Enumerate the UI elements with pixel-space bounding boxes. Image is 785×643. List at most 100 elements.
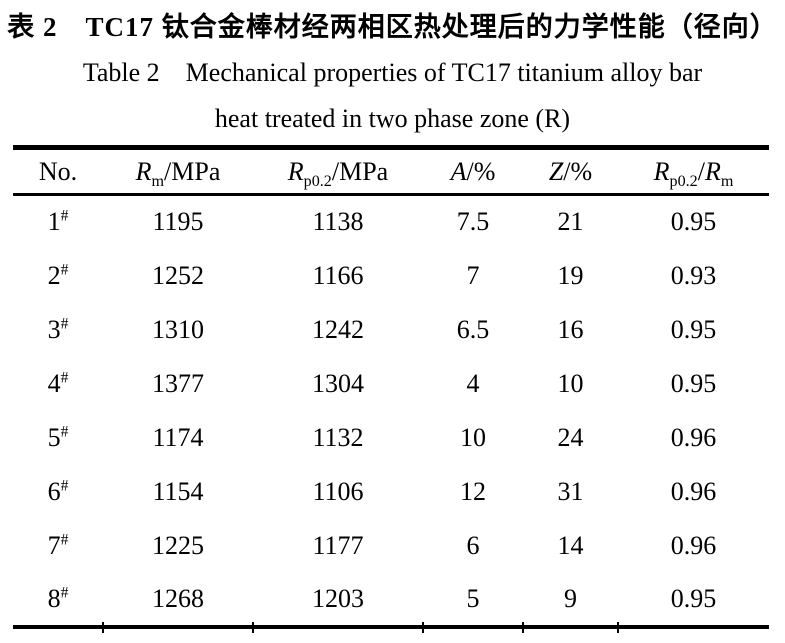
col-header-a: A/% (423, 148, 523, 195)
specimen-number: 7 (47, 530, 61, 560)
cell-no: 6# (13, 465, 103, 519)
table-caption-en-line2: heat treated in two phase zone (R) (214, 104, 571, 133)
col-header-no-label: No. (38, 156, 78, 186)
table-row: 3# 1310 1242 6.5 16 0.95 (13, 303, 769, 357)
cell-ratio: 0.93 (670, 260, 717, 290)
cell-rm: 1252 (152, 260, 204, 290)
cell-no: 5# (13, 411, 103, 465)
unit-mpa: /MPa (164, 156, 221, 186)
specimen-number: 8 (47, 583, 61, 613)
cell-ratio: 0.95 (670, 368, 717, 398)
symbol-z: Z (548, 156, 564, 186)
subscript-m: m (720, 172, 734, 190)
unit-mpa: /MPa (331, 156, 389, 186)
table-row: 5# 1174 1132 10 24 0.96 (13, 411, 769, 465)
table-row: 7# 1225 1177 6 14 0.96 (13, 519, 769, 573)
cell-ratio: 0.96 (670, 476, 717, 506)
hash-mark: # (60, 207, 69, 225)
cell-z: 14 (557, 530, 584, 560)
cell-rp02: 1203 (312, 583, 364, 613)
cell-rp02: 1177 (312, 530, 364, 560)
specimen-number: 4 (47, 368, 61, 398)
table-caption-en-line1: Table 2 Mechanical properties of TC17 ti… (82, 58, 703, 87)
cell-a: 6.5 (456, 314, 490, 344)
cell-ratio: 0.96 (670, 530, 717, 560)
specimen-number: 5 (47, 422, 61, 452)
symbol-a: A (450, 156, 467, 186)
cell-no: 7# (13, 519, 103, 573)
cell-a: 7.5 (456, 207, 490, 237)
col-header-rp02: Rp0.2/MPa (253, 148, 423, 195)
cell-z: 19 (557, 260, 584, 290)
cell-z: 16 (557, 314, 584, 344)
symbol-r: R (704, 156, 721, 186)
cell-no: 2# (13, 249, 103, 303)
symbol-r: R (653, 156, 670, 186)
table-row: 1# 1195 1138 7.5 21 0.95 (13, 195, 769, 249)
bottom-rule-tick (252, 621, 254, 633)
cell-a: 7 (466, 260, 480, 290)
hash-mark: # (60, 260, 69, 278)
table-row: 2# 1252 1166 7 19 0.93 (13, 249, 769, 303)
subscript-p02: p0.2 (303, 172, 332, 190)
cell-z: 10 (557, 368, 584, 398)
hash-mark: # (60, 422, 69, 440)
cell-z: 9 (564, 583, 577, 613)
table-caption: 表 2 TC17 钛合金棒材经两相区热处理后的力学性能（径向） Table 2 … (0, 0, 785, 142)
cell-a: 4 (466, 368, 480, 398)
table-wrap: No. Rm/MPa Rp0.2/MPa A/% Z/% Rp0.2/Rm 1#… (13, 145, 769, 633)
cell-ratio: 0.95 (670, 314, 717, 344)
cell-z: 21 (557, 207, 584, 237)
cell-ratio: 0.95 (670, 207, 717, 237)
hash-mark: # (60, 476, 69, 494)
subscript-m: m (151, 172, 165, 190)
hash-mark: # (60, 583, 69, 601)
specimen-number: 6 (47, 476, 61, 506)
unit-percent: /% (466, 156, 496, 186)
cell-rm: 1174 (152, 422, 204, 452)
hash-mark: # (60, 530, 69, 548)
cell-rm: 1268 (152, 583, 204, 613)
table-row: 8# 1268 1203 5 9 0.95 (13, 573, 769, 627)
cell-a: 12 (460, 476, 486, 506)
bottom-rule-tick (102, 621, 104, 633)
cell-z: 31 (557, 476, 584, 506)
cell-no: 4# (13, 357, 103, 411)
cell-z: 24 (557, 422, 584, 452)
specimen-number: 2 (47, 260, 61, 290)
cell-rp02: 1242 (312, 314, 364, 344)
cell-rm: 1310 (152, 314, 204, 344)
cell-rp02: 1138 (312, 207, 364, 237)
cell-rm: 1154 (152, 476, 204, 506)
hash-mark: # (60, 314, 69, 332)
cell-rp02: 1166 (312, 260, 364, 290)
cell-a: 6 (466, 530, 480, 560)
col-header-rm: Rm/MPa (103, 148, 253, 195)
subscript-p02: p0.2 (669, 172, 698, 190)
cell-no: 3# (13, 303, 103, 357)
bottom-rule-tick (617, 621, 619, 633)
symbol-r: R (135, 156, 152, 186)
table-caption-zh: 表 2 TC17 钛合金棒材经两相区热处理后的力学性能（径向） (7, 12, 778, 42)
cell-a: 10 (460, 422, 486, 452)
symbol-r: R (287, 156, 304, 186)
col-header-ratio: Rp0.2/Rm (618, 148, 769, 195)
cell-rm: 1195 (152, 207, 204, 237)
unit-percent: /% (563, 156, 593, 186)
cell-a: 5 (466, 583, 480, 613)
hash-mark: # (60, 368, 69, 386)
slash: / (697, 156, 705, 186)
bottom-rule-tick (522, 621, 524, 633)
mechanical-properties-table: No. Rm/MPa Rp0.2/MPa A/% Z/% Rp0.2/Rm 1#… (13, 145, 769, 629)
cell-ratio: 0.95 (670, 583, 717, 613)
table-row: 6# 1154 1106 12 31 0.96 (13, 465, 769, 519)
specimen-number: 3 (47, 314, 61, 344)
cell-rp02: 1132 (312, 422, 364, 452)
cell-no: 8# (13, 573, 103, 627)
col-header-z: Z/% (523, 148, 618, 195)
cell-ratio: 0.96 (670, 422, 717, 452)
bottom-rule-tick (422, 621, 424, 633)
cell-no: 1# (13, 195, 103, 249)
cell-rm: 1377 (152, 368, 204, 398)
